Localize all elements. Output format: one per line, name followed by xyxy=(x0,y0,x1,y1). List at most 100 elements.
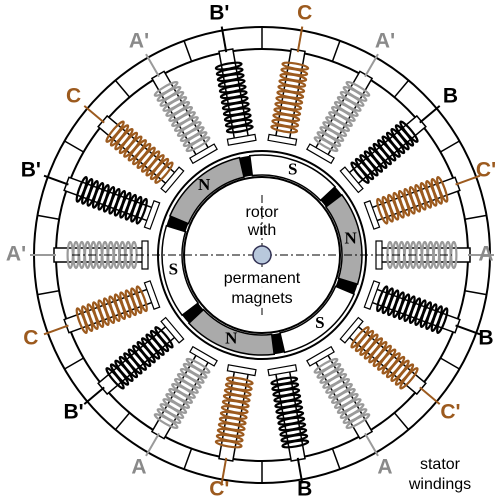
winding-turn xyxy=(399,367,419,390)
tooth-shoe xyxy=(306,345,335,367)
stator-label: stator xyxy=(420,456,461,473)
tooth-shoe xyxy=(363,280,381,310)
coil-label: B' xyxy=(63,401,83,424)
tooth xyxy=(97,114,178,186)
lead xyxy=(43,174,69,186)
lead xyxy=(455,324,481,336)
slot-line xyxy=(183,40,193,62)
rotor-label: permanent xyxy=(224,270,301,287)
slot-line xyxy=(440,357,460,370)
lead xyxy=(145,432,160,457)
text-bg xyxy=(218,270,306,288)
pole-label: N xyxy=(344,228,357,247)
pole-label: S xyxy=(169,260,178,279)
slot-line xyxy=(464,290,487,296)
lead xyxy=(83,386,105,405)
lead xyxy=(220,457,228,484)
slot-line xyxy=(331,40,341,62)
lead xyxy=(220,26,228,53)
coil-label: A' xyxy=(129,30,149,53)
slot-line xyxy=(37,290,60,296)
pole-label: N xyxy=(198,175,211,194)
winding-turn xyxy=(436,176,449,203)
tooth xyxy=(150,352,211,440)
winding-turn xyxy=(75,176,88,203)
coil-label: B xyxy=(297,478,312,501)
winding-turn xyxy=(105,120,125,143)
winding-turn xyxy=(214,439,243,449)
coil-label: A xyxy=(377,456,392,479)
tooth-shoe xyxy=(306,143,335,165)
tooth-shoe xyxy=(189,345,218,367)
winding-turn xyxy=(436,307,449,334)
magnet-gap xyxy=(335,278,358,295)
coil-label: C xyxy=(66,84,81,107)
pole-label: S xyxy=(315,313,324,332)
coil-label: C xyxy=(297,2,312,25)
rotor-label: rotor xyxy=(246,204,280,221)
lead xyxy=(145,53,160,78)
tooth-shoe xyxy=(267,133,298,146)
coil-label: A' xyxy=(6,243,26,266)
coil xyxy=(339,316,441,431)
tooth-shoe xyxy=(160,316,185,344)
lead xyxy=(43,324,69,336)
lead xyxy=(83,105,105,124)
tooth-shoe xyxy=(143,280,161,310)
coil-label: A xyxy=(131,456,146,479)
winding-turn xyxy=(399,120,419,143)
winding-turn xyxy=(281,439,310,449)
winding-turn xyxy=(153,413,179,430)
winding-turn xyxy=(281,61,310,71)
coil xyxy=(145,40,218,165)
magnet-gap xyxy=(320,186,342,207)
magnet-gap xyxy=(182,303,204,324)
slot-line xyxy=(114,79,131,98)
coil xyxy=(114,345,218,457)
coil xyxy=(83,79,185,194)
coil xyxy=(306,345,379,470)
tooth xyxy=(313,352,374,440)
rotor-label: magnets xyxy=(231,290,292,307)
winding-turn xyxy=(75,307,88,334)
lead xyxy=(455,174,481,186)
coil-label: C' xyxy=(476,158,496,181)
coil xyxy=(306,53,410,165)
coil xyxy=(375,240,494,296)
coil xyxy=(64,316,185,405)
coil xyxy=(363,174,487,230)
tooth-shoe xyxy=(189,143,218,165)
coil-label: A xyxy=(478,243,493,266)
tooth-shoe xyxy=(160,166,185,194)
slot-line xyxy=(64,357,84,370)
coil-label: C' xyxy=(440,401,460,424)
lead xyxy=(296,457,304,484)
coil-label: C xyxy=(23,327,38,350)
magnet-gap xyxy=(239,155,253,178)
tooth-shoe xyxy=(363,200,381,230)
lead xyxy=(419,386,441,405)
slot-line xyxy=(393,412,410,431)
slot-line xyxy=(114,412,131,431)
slot-line xyxy=(37,214,60,220)
stator-label: windings xyxy=(408,476,471,493)
tooth-shoe xyxy=(339,316,364,344)
slot-line xyxy=(183,448,193,470)
coil xyxy=(214,26,263,146)
coil xyxy=(261,364,310,484)
winding-turn xyxy=(105,367,125,390)
magnet-gap xyxy=(271,332,285,355)
slot-line xyxy=(331,448,341,470)
lead xyxy=(419,105,441,124)
coil-label: B xyxy=(443,84,458,107)
coil-label: A' xyxy=(375,30,395,53)
winding-turn xyxy=(345,413,371,430)
coil-label: B' xyxy=(21,158,41,181)
tooth-shoe xyxy=(226,133,257,146)
coil xyxy=(183,364,257,484)
coil xyxy=(37,280,161,336)
slot-line xyxy=(464,214,487,220)
winding-turn xyxy=(153,80,179,97)
magnet xyxy=(324,193,363,286)
